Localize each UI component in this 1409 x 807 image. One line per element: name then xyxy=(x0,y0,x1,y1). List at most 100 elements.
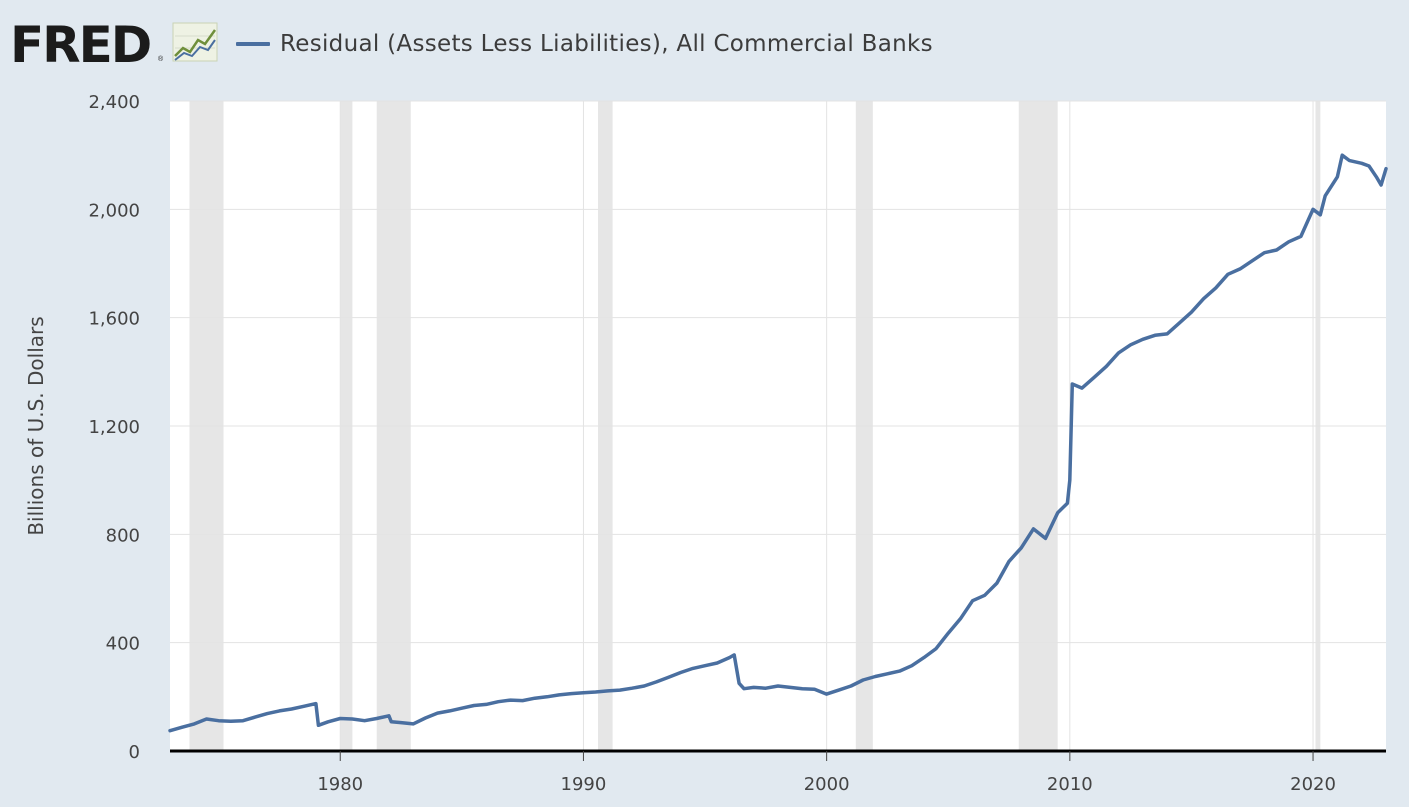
x-tick-label-0: 1980 xyxy=(317,774,363,795)
data-point xyxy=(1142,338,1144,341)
data-point xyxy=(643,685,646,687)
data-point xyxy=(1066,502,1069,504)
data-point xyxy=(546,696,548,698)
data-point xyxy=(959,618,962,620)
data-point xyxy=(1319,213,1322,216)
data-point xyxy=(242,719,244,722)
data-point xyxy=(728,656,731,659)
data-point xyxy=(996,582,998,584)
data-point xyxy=(1324,194,1326,197)
data-point xyxy=(752,686,755,689)
data-point xyxy=(1117,352,1120,354)
data-point xyxy=(412,723,415,725)
data-point xyxy=(1202,297,1205,300)
data-point xyxy=(777,685,779,687)
data-point xyxy=(217,719,220,722)
gridlines xyxy=(170,100,1386,751)
data-point xyxy=(1348,159,1351,162)
x-tick-label-4: 2020 xyxy=(1290,774,1336,795)
data-point xyxy=(619,689,621,691)
y-tick-label-1: 400 xyxy=(106,634,140,655)
data-point xyxy=(582,691,585,694)
data-point xyxy=(1368,165,1370,167)
legend-label: Residual (Assets Less Liabilities), All … xyxy=(280,31,933,57)
data-point xyxy=(424,717,427,719)
data-point xyxy=(1341,154,1344,156)
data-point xyxy=(315,702,317,705)
data-point xyxy=(594,691,597,693)
data-point xyxy=(935,647,937,650)
chart-legend: Residual (Assets Less Liabilities), All … xyxy=(236,29,933,59)
data-point xyxy=(390,720,393,723)
data-point xyxy=(473,704,475,707)
data-point xyxy=(1129,343,1132,346)
data-point xyxy=(1375,176,1378,178)
data-point xyxy=(497,700,500,703)
data-point xyxy=(1071,383,1074,385)
data-point xyxy=(716,662,718,664)
data-point xyxy=(1081,387,1083,389)
x-axis-ticks: 1980 1990 2000 2010 2020 xyxy=(317,751,1336,795)
data-point xyxy=(1312,208,1314,211)
data-point xyxy=(400,721,402,724)
data-point xyxy=(1056,511,1059,514)
y-tick-label-0: 0 xyxy=(129,742,140,763)
data-point xyxy=(1178,322,1181,324)
data-point xyxy=(448,710,451,712)
data-point xyxy=(1093,376,1095,379)
data-point xyxy=(278,710,281,712)
data-point xyxy=(570,692,573,695)
data-point xyxy=(733,654,736,656)
data-point xyxy=(1154,334,1156,337)
data-point xyxy=(862,679,864,681)
y-axis-ticks: 0 400 800 1,200 1,600 2,000 2,400 xyxy=(88,92,140,763)
data-point xyxy=(1190,311,1193,314)
data-point xyxy=(947,632,950,634)
data-point xyxy=(205,718,208,720)
data-point xyxy=(765,687,767,689)
data-point xyxy=(327,720,329,723)
data-point xyxy=(910,664,913,667)
x-tick-label-2: 2000 xyxy=(804,774,850,795)
x-tick-label-3: 2010 xyxy=(1047,774,1093,795)
y-tick-label-6: 2,400 xyxy=(88,92,140,113)
data-point xyxy=(704,664,706,667)
data-point xyxy=(558,694,560,696)
line-chart-icon xyxy=(172,22,218,62)
data-point xyxy=(230,720,232,723)
data-point xyxy=(631,687,633,689)
data-point xyxy=(738,682,740,685)
data-point xyxy=(692,667,694,670)
data-point xyxy=(898,670,901,672)
fred-logo[interactable]: FRED xyxy=(10,16,152,74)
data-point xyxy=(461,707,463,710)
data-point xyxy=(193,723,196,725)
data-point xyxy=(1336,176,1339,178)
data-point xyxy=(1385,167,1387,170)
data-point xyxy=(850,685,852,687)
series-layer xyxy=(168,153,1388,733)
y-tick-label-5: 2,000 xyxy=(88,200,140,221)
data-point xyxy=(317,724,320,727)
data-point xyxy=(743,687,745,690)
data-point xyxy=(1380,184,1382,186)
data-point xyxy=(351,718,354,720)
legend-swatch xyxy=(236,42,270,46)
data-point xyxy=(606,690,609,692)
data-point xyxy=(254,716,256,718)
y-tick-label-2: 800 xyxy=(106,525,140,546)
data-point xyxy=(509,699,512,701)
data-point xyxy=(1020,547,1022,549)
data-point xyxy=(789,686,791,689)
data-point xyxy=(1300,235,1302,238)
data-point xyxy=(801,687,804,690)
data-point xyxy=(886,673,889,675)
chart-header: FRED ® Residual (Assets Less Liabilities… xyxy=(0,0,1409,90)
data-point xyxy=(1032,528,1035,530)
data-point xyxy=(1227,273,1229,276)
data-point xyxy=(825,693,828,695)
data-point xyxy=(813,688,816,691)
x-tick-label-1: 1990 xyxy=(561,774,607,795)
data-point xyxy=(339,717,342,720)
